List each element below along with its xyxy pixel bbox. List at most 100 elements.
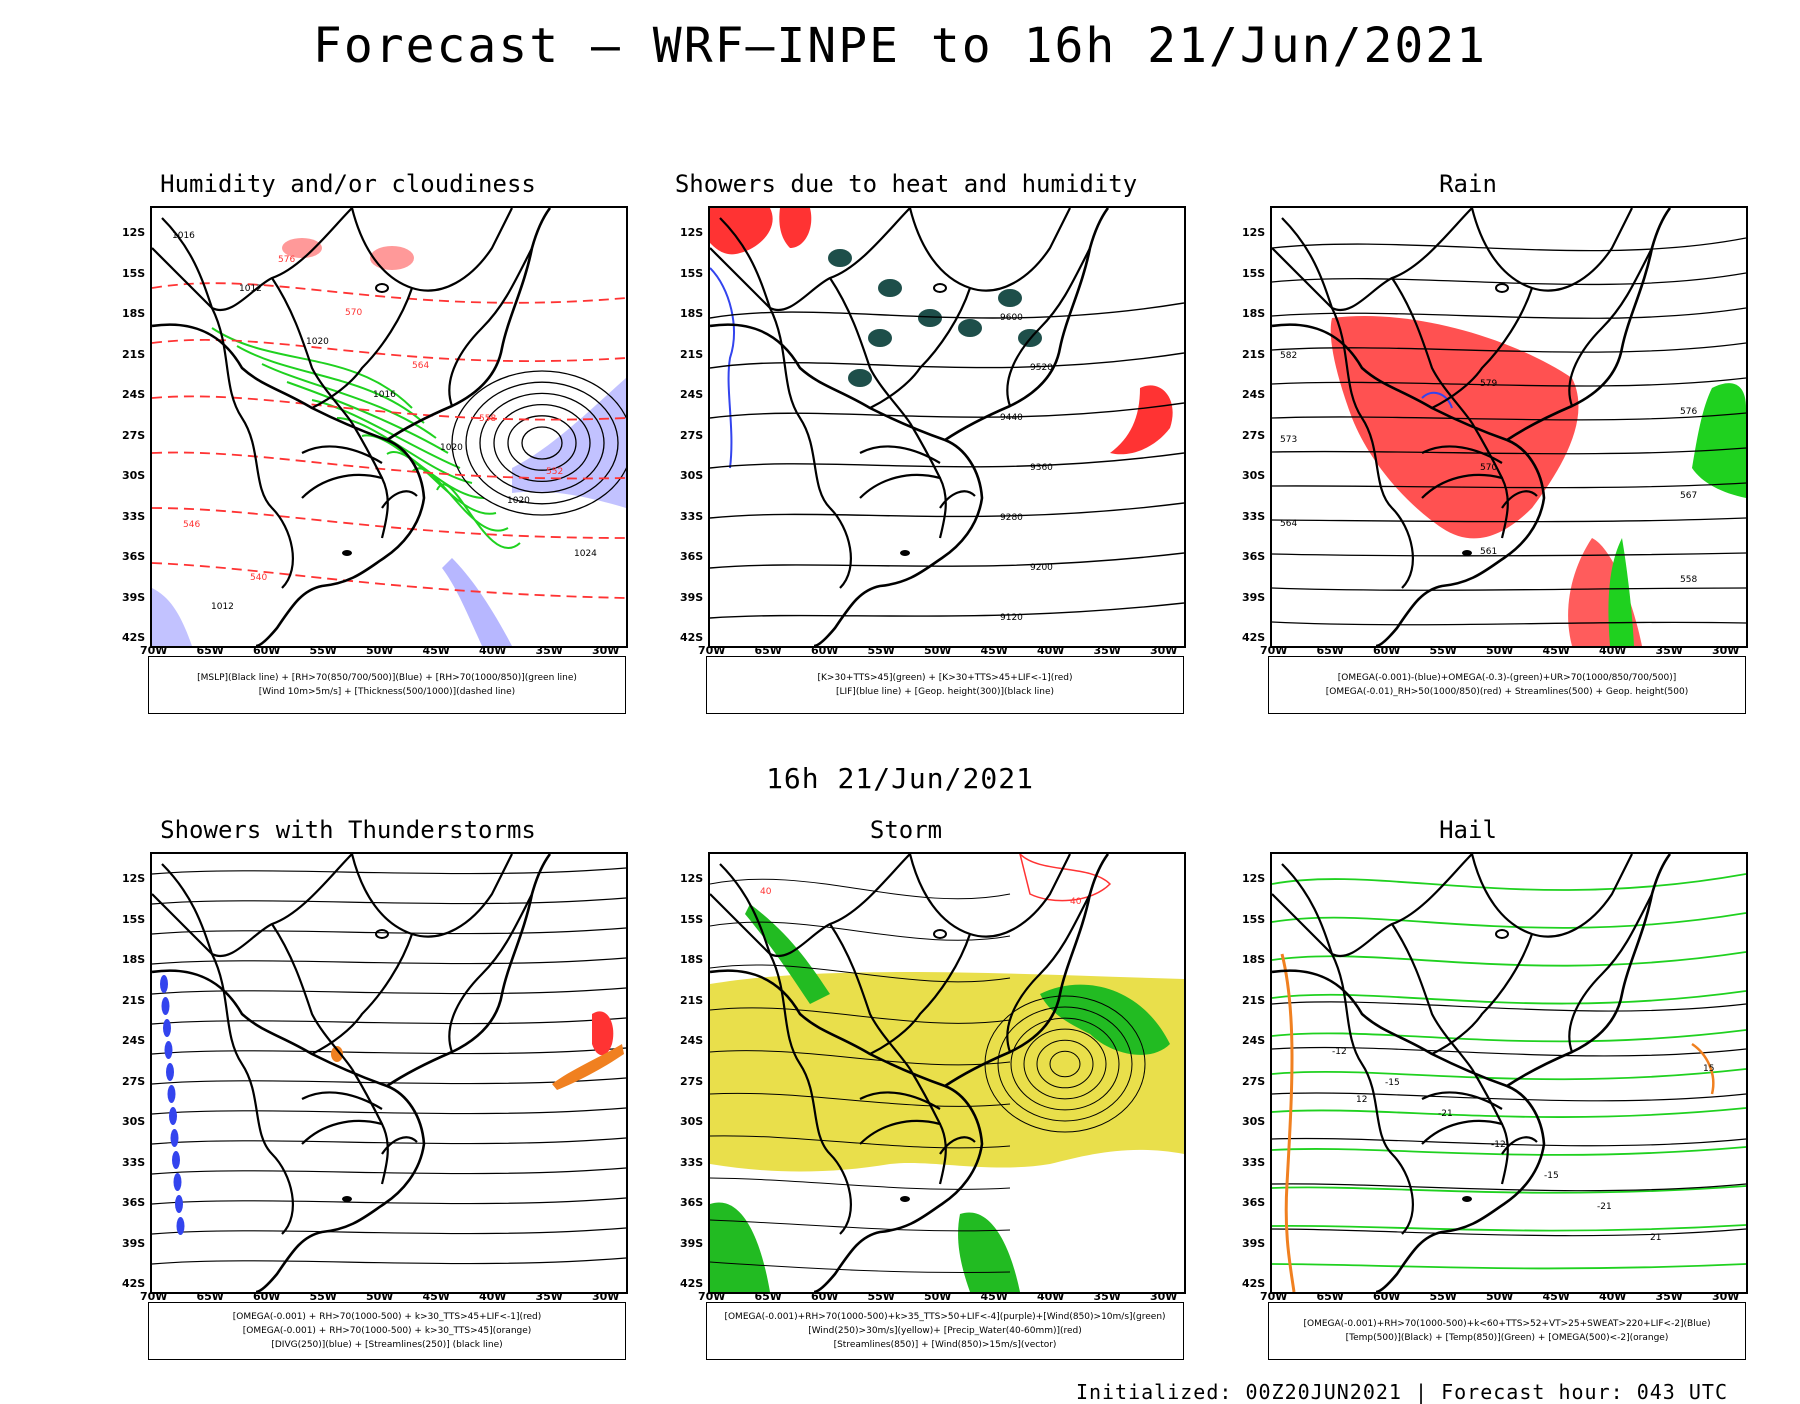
contour-label: 561 — [1480, 547, 1497, 557]
lat-label: 21S — [122, 993, 146, 1007]
legend-line: [OMEGA(-0.01)_RH>50(1000/850)(red) + Str… — [1325, 687, 1689, 697]
map-svg: -12 -15 -21 -12 -15 -21 21 15 12 — [1272, 854, 1746, 1292]
lat-label: 33S — [1242, 509, 1266, 523]
lon-label: 65W — [196, 1290, 224, 1303]
lon-label: 40W — [1599, 1290, 1627, 1303]
lat-label: 39S — [680, 590, 704, 604]
lat-label: 36S — [122, 550, 146, 563]
contour-label: 546 — [183, 520, 200, 530]
contour-label: 9520 — [1030, 363, 1053, 373]
contour-label: 1020 — [507, 496, 530, 506]
lat-label: 42S — [1242, 631, 1266, 644]
lon-label: 60W — [811, 644, 839, 657]
contour-label: 9360 — [1030, 463, 1053, 473]
lat-label: 21S — [680, 347, 704, 361]
contour-label: -12 — [1491, 1140, 1506, 1150]
lon-label: 55W — [309, 1290, 337, 1303]
lat-label: 15S — [1242, 912, 1266, 926]
panel-title: Hail — [1439, 816, 1497, 844]
lon-label: 45W — [1542, 1290, 1570, 1303]
contour-label: 573 — [1280, 435, 1297, 445]
lon-label: 50W — [1486, 1290, 1514, 1303]
lon-label: 45W — [422, 1290, 450, 1303]
map-svg: 40 40 — [710, 854, 1184, 1292]
contour-label: 1016 — [172, 231, 195, 241]
lat-label: 24S — [680, 388, 704, 401]
lon-label: 70W — [140, 644, 168, 657]
contour-label: -21 — [1438, 1109, 1453, 1119]
contour-label: 582 — [1280, 351, 1297, 361]
contour-label: 9200 — [1030, 563, 1053, 573]
lat-label: 21S — [1242, 993, 1266, 1007]
lon-label: 70W — [1260, 644, 1288, 657]
lat-label: 30S — [1242, 469, 1266, 482]
lon-label: 35W — [1093, 1290, 1121, 1303]
legend-line: [MSLP](Black line) + [RH>70(850/700/500)… — [197, 673, 577, 683]
panel-title: Humidity and/or cloudiness — [160, 170, 536, 198]
lat-label: 18S — [680, 953, 704, 966]
lat-label: 42S — [680, 631, 704, 644]
legend-line: [K>30+TTS>45](green) + [K>30+TTS>45+LIF<… — [817, 673, 1073, 683]
panel-rain: Rain 582 579 576 573 570 567 564 561 558 12S 15S 18S… — [1188, 170, 1748, 730]
lon-label: 30W — [1712, 644, 1740, 657]
mid-title: 16h 21/Jun/2021 — [766, 762, 1034, 795]
lat-label: 12S — [680, 872, 704, 885]
lon-label: 45W — [980, 1290, 1008, 1303]
lat-label: 27S — [680, 1074, 704, 1088]
contour-label: 579 — [1480, 379, 1497, 389]
lat-label: 24S — [122, 388, 146, 401]
contour-label: 40 — [1070, 897, 1082, 907]
map-svg — [152, 854, 626, 1292]
lon-label: 35W — [1655, 644, 1683, 657]
legend-box: [OMEGA(-0.001)+RH>70(1000-500)+k<60+TTS>… — [1268, 1302, 1746, 1360]
map-svg: 582 579 576 573 570 567 564 561 558 — [1272, 208, 1746, 646]
lat-label: 42S — [680, 1277, 704, 1290]
contour-label: 15 — [1703, 1064, 1714, 1074]
contour-label: 9600 — [1000, 313, 1023, 323]
lon-label: 55W — [1429, 1290, 1457, 1303]
legend-box: [MSLP](Black line) + [RH>70(850/700/500)… — [148, 656, 626, 714]
lat-label: 12S — [122, 226, 146, 239]
legend-line: [Wind 10m>5m/s] + [Thickness(500/1000)](… — [258, 687, 516, 697]
lon-label: 40W — [1599, 644, 1627, 657]
lat-label: 39S — [122, 590, 146, 604]
lat-label: 30S — [680, 1115, 704, 1128]
legend-line: [OMEGA(-0.001) + RH>70(1000-500) + k>30_… — [242, 1326, 532, 1336]
contour-label: 1012 — [239, 284, 262, 294]
contour-label: -15 — [1544, 1171, 1559, 1181]
panel-thunder: Showers with Thunderstorms 12S 15S 18S 21S 24… — [68, 816, 628, 1376]
lat-label: 39S — [1242, 1236, 1266, 1250]
lat-label: 42S — [122, 1277, 146, 1290]
legend-line: [DIVG(250)](blue) + [Streamlines(250)] (… — [271, 1340, 503, 1350]
legend-box: [OMEGA(-0.001)+RH>70(1000-500)+k>35_TTS>… — [706, 1302, 1184, 1360]
lon-label: 65W — [196, 644, 224, 657]
lon-label: 65W — [1316, 644, 1344, 657]
lon-label: 60W — [1373, 644, 1401, 657]
lat-label: 36S — [1242, 550, 1266, 563]
contour-label: 1016 — [373, 390, 396, 400]
contour-label: 558 — [479, 414, 496, 424]
lat-label: 39S — [122, 1236, 146, 1250]
lat-label: 24S — [680, 1034, 704, 1047]
main-title: Forecast — WRF–INPE to 16h 21/Jun/2021 — [312, 18, 1488, 74]
legend-box: [OMEGA(-0.001) + RH>70(1000-500) + k>30_… — [148, 1302, 626, 1360]
lat-label: 27S — [122, 428, 146, 442]
contour-label: 1024 — [574, 549, 597, 559]
lat-label: 27S — [1242, 1074, 1266, 1088]
lat-label: 15S — [122, 912, 146, 926]
lon-label: 60W — [253, 1290, 281, 1303]
lon-label: 45W — [980, 644, 1008, 657]
legend-line: [OMEGA(-0.001)+RH>70(1000-500)+k<60+TTS>… — [1303, 1319, 1711, 1329]
legend-line: [Wind(250)>30m/s](yellow)+ [Precip_Water… — [808, 1326, 1082, 1336]
lat-label: 27S — [122, 1074, 146, 1088]
lat-label: 12S — [1242, 226, 1266, 239]
legend-box: [OMEGA(-0.001)-(blue)+OMEGA(-0.3)-(green… — [1268, 656, 1746, 714]
lat-label: 33S — [1242, 1155, 1266, 1169]
lon-label: 65W — [1316, 1290, 1344, 1303]
lon-label: 50W — [366, 644, 394, 657]
lat-label: 33S — [680, 509, 704, 523]
lon-label: 30W — [1150, 644, 1178, 657]
lat-label: 24S — [122, 1034, 146, 1047]
contour-label: 576 — [278, 255, 295, 265]
lat-label: 27S — [680, 428, 704, 442]
